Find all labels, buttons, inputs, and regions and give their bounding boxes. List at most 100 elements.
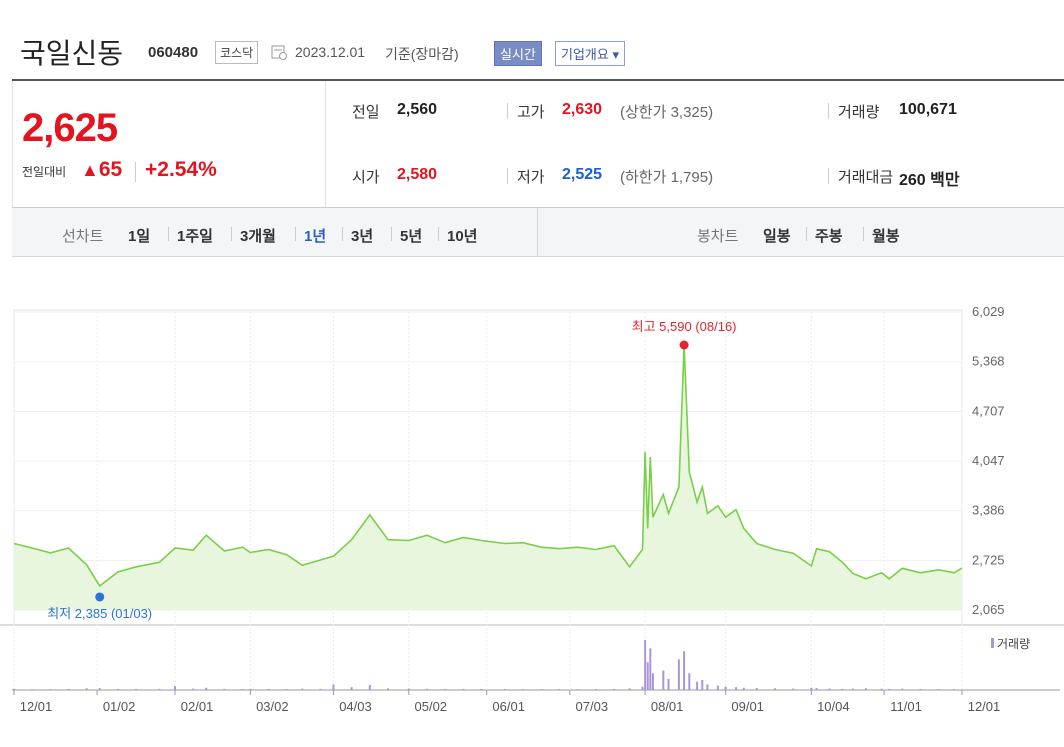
period-tab[interactable]: 1주일 <box>177 228 213 245</box>
change-label: 전일대비 <box>22 165 67 179</box>
candle-chart-label: 봉차트 <box>697 228 739 245</box>
volume-bar <box>677 659 680 690</box>
cell-label: 저가 <box>517 169 545 186</box>
volume-bar <box>350 687 353 690</box>
change-rate: +2.54% <box>145 158 217 181</box>
period-tab[interactable]: 3년 <box>351 228 374 245</box>
volume-bar <box>735 687 738 690</box>
volume-bar <box>558 689 561 690</box>
volume-bar <box>628 688 631 690</box>
y-tick-label: 4,047 <box>972 453 1005 468</box>
volume-bar <box>662 670 665 690</box>
y-tick-label: 5,368 <box>972 354 1005 369</box>
cell-label: 거래량 <box>838 104 880 121</box>
y-tick-label: 4,707 <box>972 403 1005 418</box>
volume-bar <box>696 681 699 690</box>
volume-bar <box>67 689 70 690</box>
change: ▲65 <box>81 158 122 182</box>
candle-tab[interactable]: 일봉 <box>763 228 791 245</box>
volume-bar <box>31 689 34 690</box>
period-tab[interactable]: 5년 <box>400 228 423 245</box>
x-tick-label: 09/01 <box>731 699 764 714</box>
period-tab[interactable]: 3개월 <box>240 228 276 245</box>
volume-bar <box>828 688 831 690</box>
volume-bar <box>285 689 288 690</box>
volume-bar <box>961 689 963 690</box>
volume-bar <box>651 673 654 690</box>
volume-bar <box>701 680 704 690</box>
x-tick-label: 06/01 <box>492 699 525 714</box>
cell-value: 2,560 <box>397 101 438 118</box>
volume-bar <box>503 689 506 690</box>
y-tick-label: 2,065 <box>972 602 1005 617</box>
volume-bar <box>158 688 161 690</box>
volume-bar <box>742 687 745 690</box>
volume-bar <box>540 689 543 690</box>
realtime-button[interactable]: 실시간 <box>494 41 542 66</box>
company-button[interactable]: 기업개요 ▾ <box>555 41 625 66</box>
volume-bar <box>953 689 956 690</box>
volume-bar <box>688 673 691 690</box>
volume-bar <box>480 689 483 690</box>
volume-bar <box>937 689 940 690</box>
volume-bar <box>841 688 844 690</box>
y-tick-label: 6,029 <box>972 304 1005 319</box>
volume-bar <box>901 688 904 690</box>
volume-bar <box>522 689 525 690</box>
x-tick-label: 02/01 <box>181 699 214 714</box>
x-tick-label: 01/02 <box>103 699 136 714</box>
volume-legend: 거래량 <box>997 637 1030 651</box>
cell-value: 260 백만 <box>899 172 960 189</box>
period-tab[interactable]: 10년 <box>447 228 478 245</box>
cell-value: 2,525 <box>562 166 603 183</box>
x-tick-label: 07/03 <box>576 699 609 714</box>
volume-bar <box>135 689 138 690</box>
change-value: 65 <box>98 158 123 181</box>
volume-bar <box>319 688 322 690</box>
price-line <box>13 344 963 588</box>
period-tab[interactable]: 1년 <box>304 228 327 245</box>
volume-bar <box>223 688 226 690</box>
annotation: 최저 2,385 (01/03) <box>47 606 152 621</box>
volume-bar <box>205 687 208 690</box>
volume-bar <box>98 688 101 690</box>
volume-bar <box>267 689 270 690</box>
volume-bar <box>815 688 818 690</box>
volume-bar <box>13 688 15 690</box>
x-tick-label: 12/01 <box>20 699 53 714</box>
candle-tab[interactable]: 월봉 <box>872 228 900 245</box>
volume-bar <box>649 648 652 690</box>
cell-label: 전일 <box>352 104 380 121</box>
volume-bar <box>49 689 52 690</box>
y-tick-label: 2,725 <box>972 552 1005 567</box>
line-chart-label: 선차트 <box>62 228 104 245</box>
volume-bar <box>667 678 670 690</box>
volume-bar <box>644 640 647 690</box>
cell-value: 2,580 <box>397 166 438 183</box>
cell-label: 시가 <box>352 169 380 186</box>
x-tick-label: 10/04 <box>817 699 850 714</box>
volume-bar <box>174 686 177 690</box>
volume-bar <box>116 688 119 690</box>
volume-bar <box>864 688 867 690</box>
volume-bar <box>462 688 465 690</box>
x-tick-label: 12/01 <box>968 699 1001 714</box>
volume-bar <box>594 689 597 690</box>
x-tick-label: 04/03 <box>339 699 372 714</box>
x-tick-label: 03/02 <box>256 699 289 714</box>
up-arrow: ▲ <box>81 160 99 180</box>
x-tick-label: 05/02 <box>415 699 448 714</box>
volume-bar <box>612 689 615 690</box>
x-tick-label: 08/01 <box>651 699 684 714</box>
y-tick-label: 3,386 <box>972 503 1005 518</box>
volume-bar <box>773 688 776 690</box>
date: 2023.12.01 <box>295 44 366 60</box>
volume-bar <box>192 688 195 690</box>
volume-bar <box>919 689 922 690</box>
candle-tab[interactable]: 주봉 <box>815 228 843 245</box>
current-price: 2,625 <box>22 106 118 150</box>
volume-bar <box>241 689 244 690</box>
period-tab[interactable]: 1일 <box>128 228 151 245</box>
volume-bar <box>724 686 727 690</box>
